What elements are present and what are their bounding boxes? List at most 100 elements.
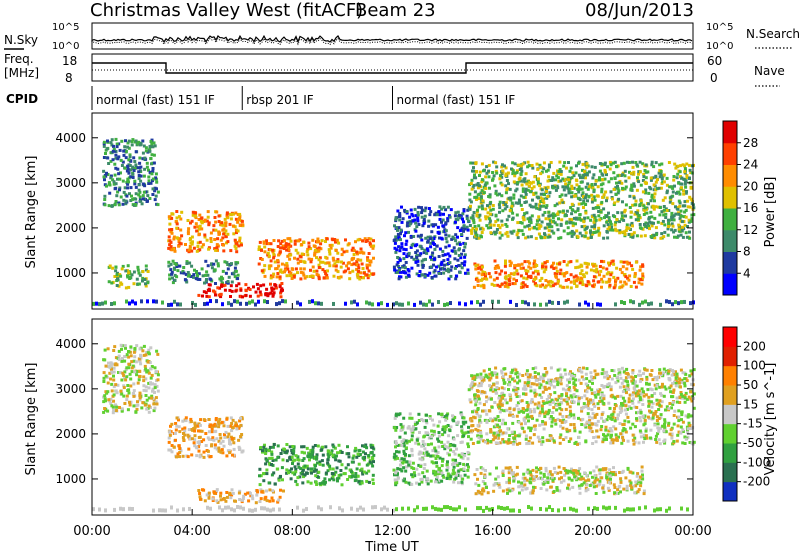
- echo-cell: [341, 261, 345, 265]
- echo-cell: [143, 167, 147, 171]
- echo-cell: [280, 262, 284, 266]
- echo-cell: [196, 245, 200, 248]
- echo-cell: [396, 270, 399, 274]
- echo-cell: [394, 445, 397, 449]
- echo-cell: [189, 417, 193, 421]
- echo-cell: [468, 198, 472, 202]
- echo-cell: [448, 429, 452, 433]
- echo-cell: [659, 416, 663, 420]
- echo-cell: [609, 222, 613, 226]
- echo-cell: [529, 276, 533, 279]
- echo-cell: [429, 454, 433, 458]
- echo-cell: [603, 161, 607, 165]
- echo-cell: [581, 191, 585, 195]
- echo-cell: [616, 185, 619, 188]
- echo-cell: [521, 299, 524, 304]
- echo-cell: [395, 248, 399, 252]
- echo-cell: [676, 164, 680, 168]
- echo-cell: [498, 226, 502, 230]
- echo-cell: [216, 237, 220, 241]
- echo-cell: [528, 190, 532, 194]
- echo-cell: [147, 182, 151, 185]
- echo-cell: [595, 412, 599, 416]
- echo-cell: [350, 300, 353, 305]
- echo-cell: [519, 286, 523, 289]
- echo-cell: [584, 185, 588, 189]
- echo-cell: [134, 360, 138, 364]
- echo-cell: [690, 213, 694, 217]
- echo-cell: [251, 497, 255, 501]
- echo-cell: [328, 464, 332, 468]
- echo-cell: [534, 392, 538, 396]
- echo-cell: [394, 428, 398, 432]
- echo-cell: [104, 152, 107, 155]
- echo-cell: [681, 225, 684, 229]
- echo-cell: [125, 398, 129, 402]
- echo-cell: [650, 160, 654, 164]
- echo-cell: [494, 189, 498, 193]
- echo-cell: [458, 301, 461, 306]
- echo-cell: [585, 265, 589, 269]
- echo-cell: [546, 179, 550, 183]
- echo-cell: [444, 221, 448, 225]
- echo-cell: [592, 269, 596, 273]
- echo-cell: [578, 216, 582, 220]
- echo-cell: [543, 193, 546, 197]
- echo-cell: [405, 446, 408, 450]
- echo-cell: [357, 462, 361, 466]
- echo-cell: [337, 241, 341, 245]
- echo-cell: [196, 241, 200, 245]
- echo-cell: [536, 269, 540, 273]
- echo-cell: [537, 177, 540, 181]
- echo-cell: [317, 246, 321, 250]
- freq-panel-frame: [91, 53, 694, 82]
- echo-cell: [134, 301, 137, 306]
- echo-cell: [678, 192, 682, 196]
- echo-cell: [617, 197, 621, 201]
- echo-cell: [501, 402, 505, 406]
- echo-cell: [365, 266, 369, 270]
- echo-cell: [137, 282, 141, 286]
- echo-cell: [575, 179, 579, 183]
- echo-cell: [182, 266, 186, 269]
- echo-cell: [565, 263, 569, 267]
- echo-cell: [455, 421, 459, 425]
- echo-cell: [533, 259, 537, 263]
- echo-cell: [324, 471, 328, 475]
- echo-cell: [197, 489, 201, 492]
- echo-cell: [634, 199, 638, 203]
- echo-cell: [263, 443, 266, 447]
- echo-cell: [365, 300, 368, 305]
- freq-label: Freq.: [4, 52, 34, 66]
- echo-cell: [555, 408, 559, 412]
- echo-cell: [473, 397, 477, 401]
- echo-cell: [576, 207, 580, 211]
- echo-cell: [266, 253, 270, 257]
- echo-cell: [177, 240, 181, 243]
- echo-cell: [526, 165, 530, 169]
- echo-cell: [398, 302, 401, 307]
- echo-cell: [429, 245, 433, 249]
- echo-cell: [278, 495, 282, 499]
- echo-cell: [259, 284, 263, 288]
- echo-cell: [399, 423, 403, 427]
- echo-cell: [272, 256, 276, 260]
- echo-cell: [271, 489, 275, 493]
- echo-cell: [291, 471, 295, 475]
- echo-cell: [116, 274, 120, 278]
- echo-cell: [527, 164, 531, 168]
- echo-cell: [437, 255, 441, 258]
- echo-cell: [177, 418, 180, 422]
- echo-cell: [466, 228, 470, 232]
- echo-cell: [460, 427, 464, 431]
- echo-cell: [136, 400, 139, 404]
- echo-cell: [400, 469, 404, 473]
- echo-cell: [423, 273, 427, 277]
- echo-cell: [175, 455, 178, 459]
- echo-cell: [146, 351, 150, 355]
- echo-cell: [396, 256, 400, 259]
- echo-cell: [647, 402, 651, 406]
- echo-cell: [672, 230, 676, 234]
- echo-cell: [548, 393, 552, 397]
- echo-cell: [653, 216, 657, 220]
